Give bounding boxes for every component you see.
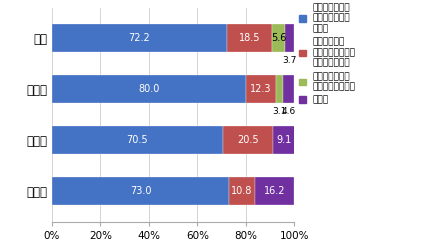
Text: 3.1: 3.1 bbox=[272, 107, 287, 116]
Bar bbox=[276, 75, 283, 103]
Text: 12.3: 12.3 bbox=[250, 84, 271, 94]
Legend: 安全性のため、
値上げはやむを
得ない, 料金は現状の
まま、リスク増加
はやむを得ない, リスクに備える
より、値下げ優先, その他: 安全性のため、 値上げはやむを 得ない, 料金は現状の まま、リスク増加 はやむ… bbox=[299, 3, 356, 105]
Bar bbox=[229, 177, 255, 205]
Text: 20.5: 20.5 bbox=[237, 135, 259, 145]
Text: 72.2: 72.2 bbox=[129, 33, 150, 43]
Text: 73.0: 73.0 bbox=[130, 186, 151, 196]
Text: 80.0: 80.0 bbox=[138, 84, 160, 94]
Bar bbox=[285, 24, 294, 52]
Bar bbox=[52, 75, 246, 103]
Text: 5.6: 5.6 bbox=[271, 33, 286, 43]
Text: 18.5: 18.5 bbox=[239, 33, 260, 43]
Text: 4.6: 4.6 bbox=[282, 107, 296, 116]
Bar bbox=[283, 75, 294, 103]
Bar bbox=[223, 126, 273, 154]
Text: 3.7: 3.7 bbox=[283, 56, 297, 65]
Text: 9.1: 9.1 bbox=[276, 135, 291, 145]
Bar bbox=[272, 24, 285, 52]
Bar bbox=[255, 177, 294, 205]
Bar bbox=[52, 177, 229, 205]
Bar bbox=[246, 75, 276, 103]
Text: 70.5: 70.5 bbox=[126, 135, 148, 145]
Bar bbox=[227, 24, 272, 52]
Bar bbox=[52, 24, 227, 52]
Text: 16.2: 16.2 bbox=[264, 186, 285, 196]
Text: 10.8: 10.8 bbox=[231, 186, 253, 196]
Bar bbox=[273, 126, 295, 154]
Bar bbox=[52, 126, 223, 154]
